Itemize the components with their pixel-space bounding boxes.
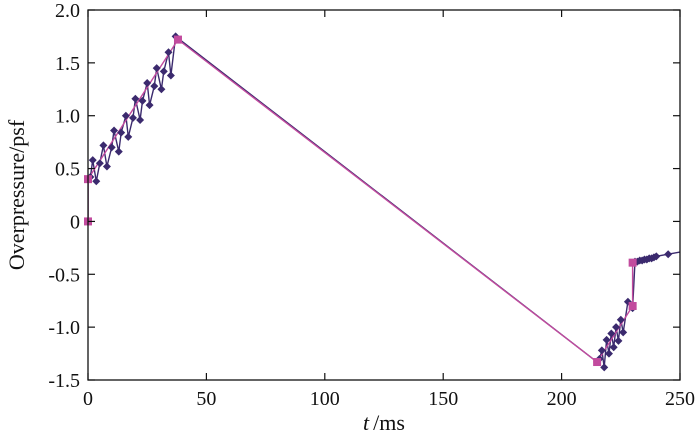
- x-axis-symbol: t: [363, 410, 370, 435]
- x-tick-label-4: 200: [547, 388, 577, 410]
- series-0-point-33: [607, 329, 616, 338]
- series-0-point-29: [597, 346, 606, 355]
- series-0-point-32: [604, 349, 613, 358]
- y-tick-label-3: 0: [70, 211, 80, 233]
- series-0-point-25: [166, 71, 175, 80]
- series-0-point-38: [619, 328, 628, 337]
- y-tick-label-5: 1.0: [55, 106, 80, 128]
- y-tick-labels: -1.5 -1.0 -0.5 0 0.5 1.0 1.5 2.0: [48, 0, 80, 392]
- x-tick-labels: 0 50 100 150 200 250: [83, 388, 695, 410]
- x-tick-label-1: 50: [196, 388, 216, 410]
- series-1-line: [88, 38, 634, 364]
- series-0-point-17: [138, 96, 147, 105]
- series-0-point-9: [110, 126, 119, 135]
- series-0-point-22: [157, 85, 166, 94]
- series-0-point-35: [612, 323, 621, 332]
- series-0-point-20: [150, 82, 159, 91]
- y-axis-label: Overpressure/psf: [4, 119, 29, 270]
- series-0-point-13: [124, 132, 133, 141]
- x-tick-label-0: 0: [83, 388, 93, 410]
- x-tick-label-5: 250: [665, 388, 695, 410]
- series-0-point-7: [102, 162, 111, 171]
- series-0-point-8: [107, 143, 116, 152]
- series-0-point-19: [145, 101, 154, 110]
- y-tick-label-0: -1.5: [48, 370, 80, 392]
- x-axis-unit: /ms: [373, 410, 405, 435]
- series-0-point-10: [114, 147, 123, 156]
- y-tick-label-6: 1.5: [55, 53, 80, 75]
- y-tick-label-7: 2.0: [55, 0, 80, 22]
- series-1-point-2: [173, 35, 182, 44]
- series-0-point-3: [88, 156, 97, 165]
- series-0-point-14: [128, 113, 137, 122]
- series-0-point-30: [600, 363, 609, 372]
- series-0-line: [88, 35, 680, 368]
- series-0-point-12: [121, 111, 130, 120]
- series-1-point-4: [628, 302, 637, 310]
- series-0-point-18: [143, 78, 152, 87]
- x-tick-label-2: 100: [310, 388, 340, 410]
- chart-marks: [84, 32, 680, 372]
- series-0-point-5: [95, 159, 104, 168]
- series-0-point-36: [614, 336, 623, 345]
- series-0-point-4: [92, 177, 101, 186]
- series-0-point-15: [131, 94, 140, 103]
- axis-ticks: [87, 9, 681, 381]
- series-0-point-37: [616, 315, 625, 324]
- series-0-point-34: [609, 343, 618, 352]
- x-axis-label: t/ms: [363, 410, 405, 435]
- x-tick-label-3: 150: [428, 388, 458, 410]
- series-0-point-23: [159, 67, 168, 76]
- series-0-point-21: [152, 64, 161, 73]
- series-0-point-50: [652, 252, 661, 261]
- series-0-point-6: [99, 141, 108, 150]
- series-0-point-51: [664, 250, 673, 259]
- y-tick-label-1: -1.0: [48, 317, 80, 339]
- plot-frame: [87, 9, 681, 381]
- series-0-point-24: [164, 48, 173, 57]
- y-tick-label-4: 0.5: [55, 159, 80, 181]
- y-tick-label-2: -0.5: [48, 264, 80, 286]
- series-1-point-5: [628, 258, 637, 267]
- series-0-point-11: [117, 128, 126, 137]
- series-0-point-31: [602, 335, 611, 344]
- series-0-point-16: [136, 115, 145, 124]
- series-1-point-3: [593, 358, 602, 367]
